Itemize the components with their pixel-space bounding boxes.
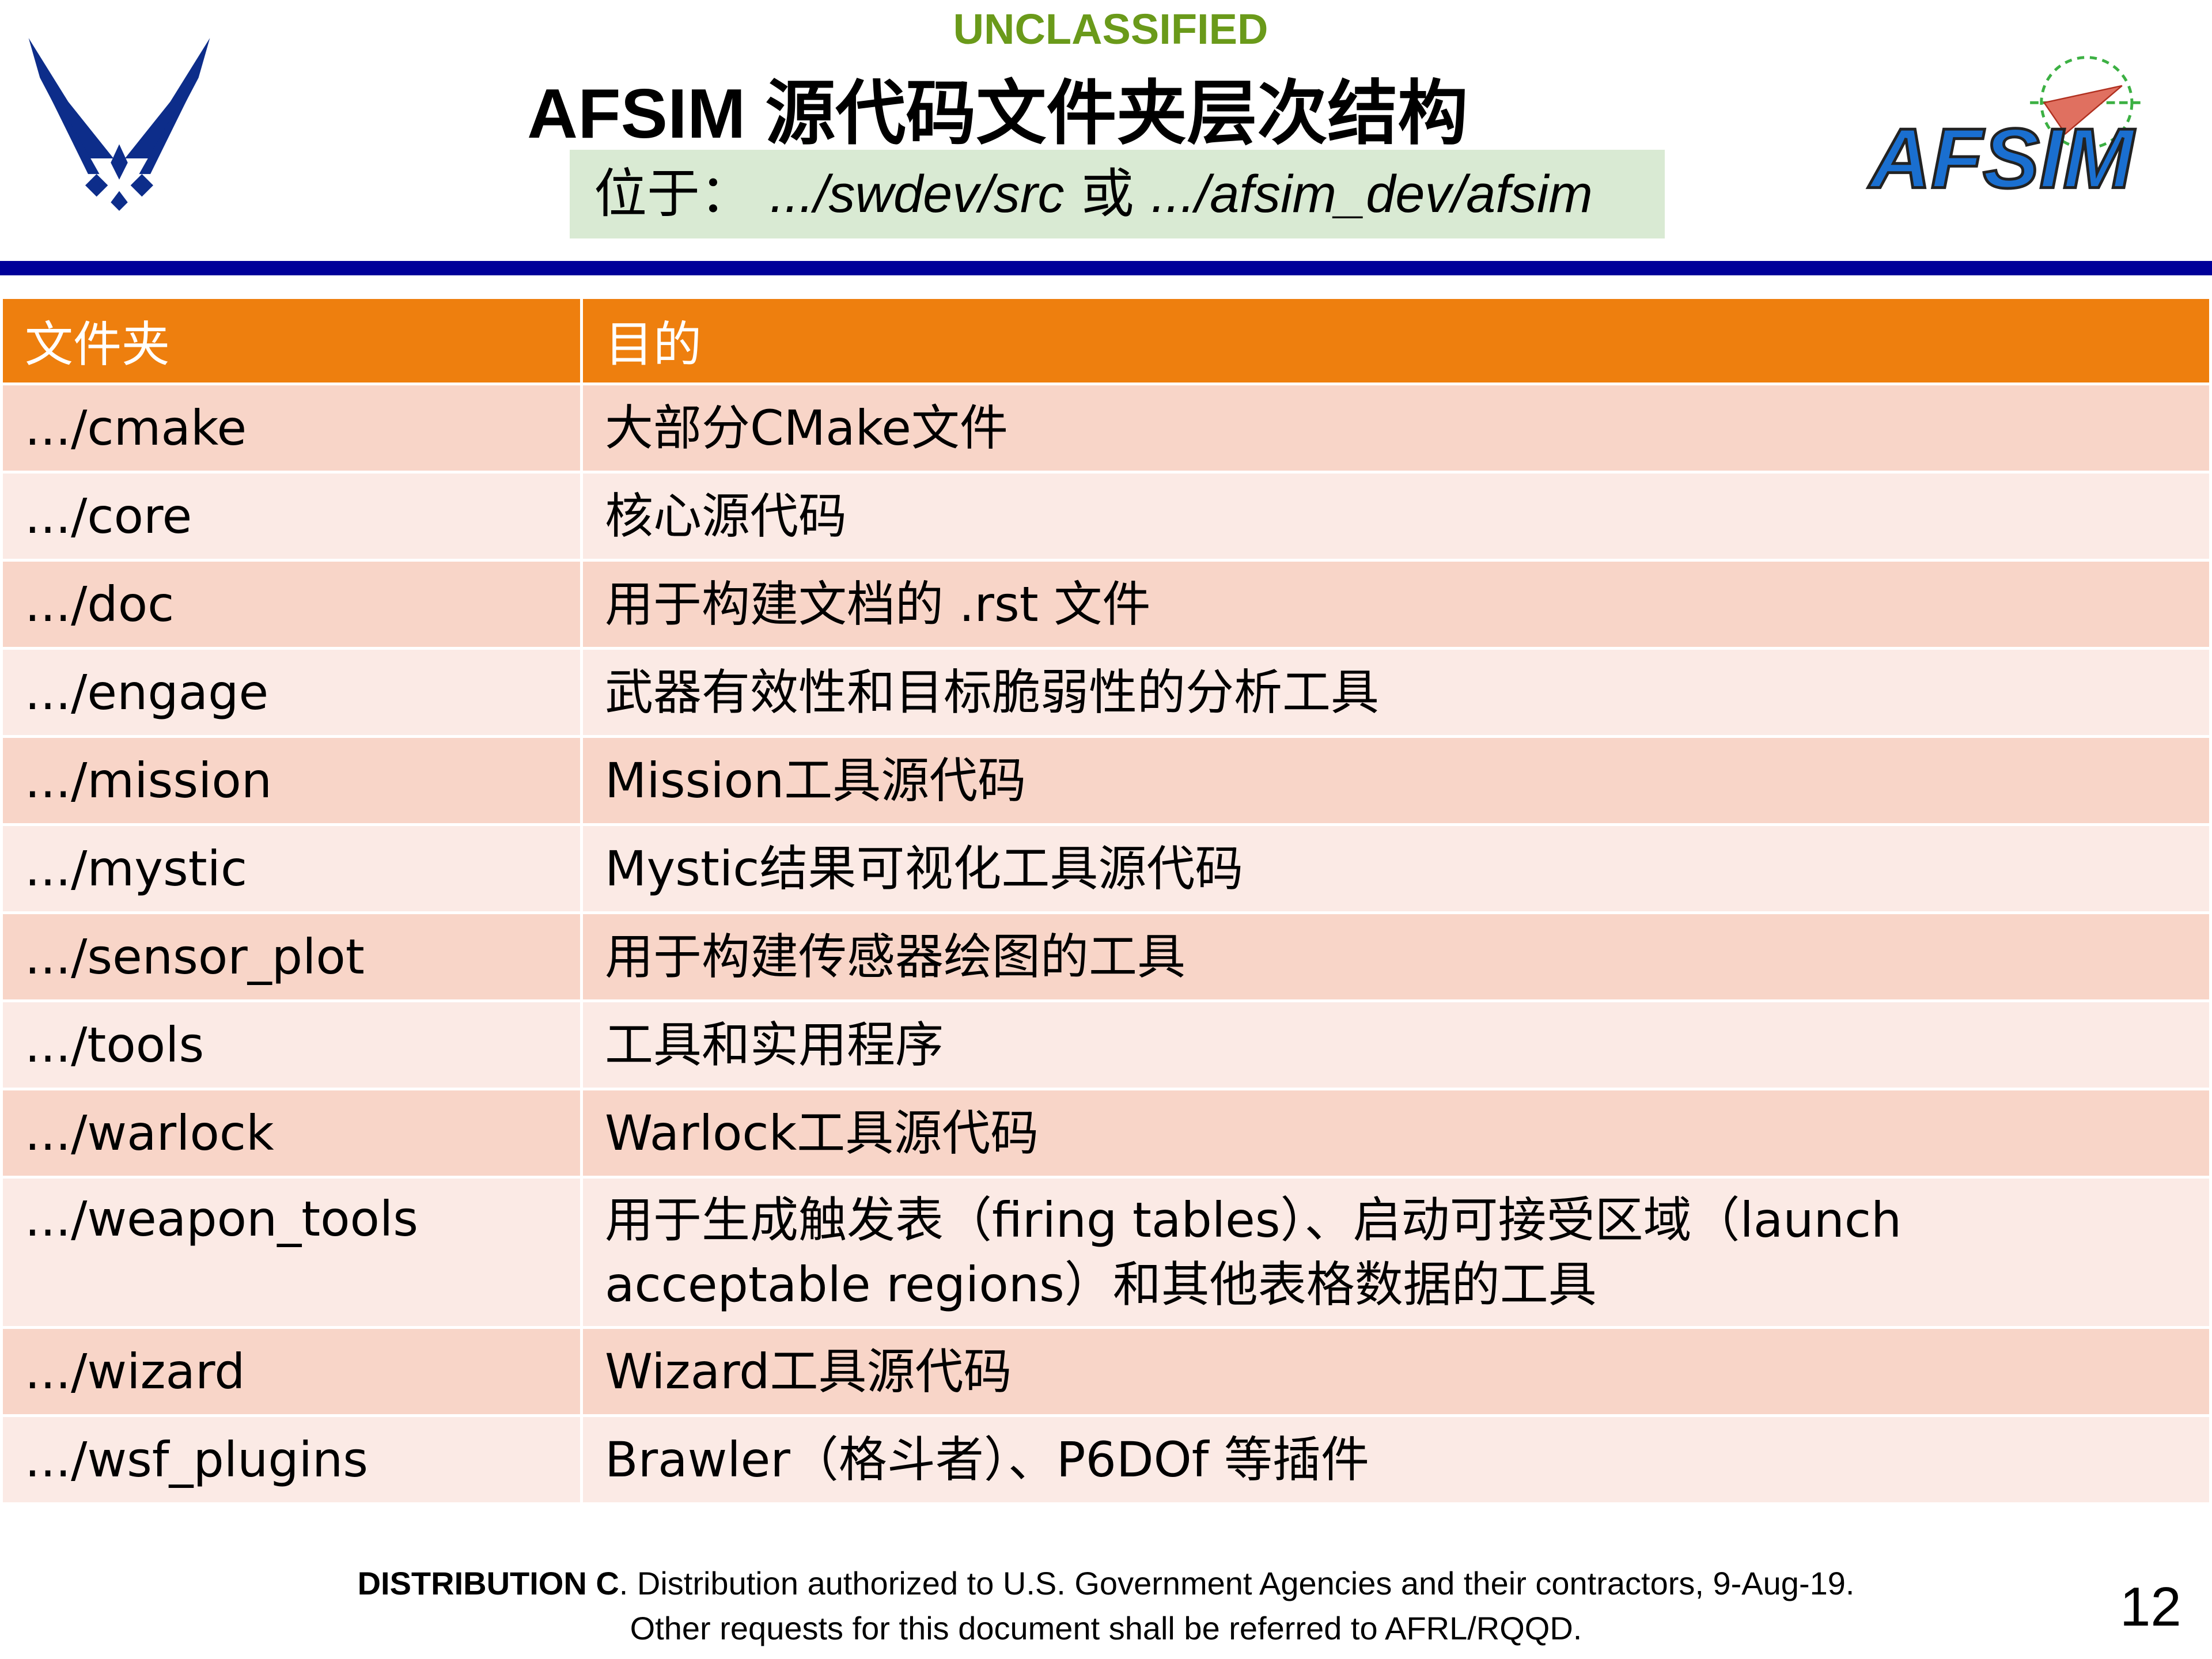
table-row: .../mission Mission工具源代码 [0,735,2212,826]
table-row: .../doc 用于构建文档的 .rst 文件 [0,559,2212,650]
location-label: 位于： [594,163,753,225]
afsim-logo: AFSIM [1866,56,2143,207]
folder-cell: .../engage [0,647,583,738]
location-path-swdev: .../swdev/src [770,165,1065,224]
location-or: 或 [1081,163,1134,225]
purpose-cell: Brawler（格斗者）、P6DOf 等插件 [580,1414,2212,1505]
table-row: .../core 核心源代码 [0,471,2212,562]
folder-cell: .../core [0,471,583,562]
purpose-cell: 大部分CMake文件 [580,382,2212,474]
page-number: 12 [2120,1576,2181,1638]
folder-cell: .../wizard [0,1326,583,1417]
table-row: .../wizard Wizard工具源代码 [0,1326,2212,1417]
distribution-footer: DISTRIBUTION C. Distribution authorized … [0,1561,2212,1651]
table-row: .../sensor_plot 用于构建传感器绘图的工具 [0,911,2212,1002]
purpose-cell: Mystic结果可视化工具源代码 [580,823,2212,914]
folder-cell: .../mission [0,735,583,826]
air-force-logo [28,38,210,211]
distribution-text: . Distribution authorized to U.S. Govern… [619,1565,1855,1601]
purpose-cell: 武器有效性和目标脆弱性的分析工具 [580,647,2212,738]
folder-table: 文件夹 目的 .../cmake 大部分CMake文件 .../core 核心源代码.… [0,296,2212,1505]
afsim-logo-text: AFSIM [1868,112,2136,206]
distribution-line2: Other requests for this document shall b… [630,1610,1582,1646]
purpose-cell: Mission工具源代码 [580,735,2212,826]
purpose-cell: 用于构建传感器绘图的工具 [580,911,2212,1002]
table-header-row: 文件夹 目的 [0,296,2212,385]
table-row: .../cmake 大部分CMake文件 [0,382,2212,474]
header-divider [0,261,2212,275]
purpose-cell: 工具和实用程序 [580,999,2212,1090]
column-header-folder: 文件夹 [0,296,583,385]
purpose-cell: Wizard工具源代码 [580,1326,2212,1417]
folder-cell: .../sensor_plot [0,911,583,1002]
purpose-cell: 用于生成触发表（firing tables）、启动可接受区域（launch ac… [580,1176,2212,1329]
folder-cell: .../warlock [0,1088,583,1179]
table-row: .../engage 武器有效性和目标脆弱性的分析工具 [0,647,2212,738]
table-row: .../mystic Mystic结果可视化工具源代码 [0,823,2212,914]
table-row: .../warlock Warlock工具源代码 [0,1088,2212,1179]
purpose-cell: Warlock工具源代码 [580,1088,2212,1179]
folder-cell: .../mystic [0,823,583,914]
distribution-label: DISTRIBUTION C [357,1565,619,1601]
table-row: .../wsf_plugins Brawler（格斗者）、P6DOf 等插件 [0,1414,2212,1505]
purpose-cell: 核心源代码 [580,471,2212,562]
folder-cell: .../doc [0,559,583,650]
location-path-afsim: .../afsim_dev/afsim [1151,165,1593,224]
classification-banner: UNCLASSIFIED [953,5,1268,53]
table-row: .../weapon_tools 用于生成触发表（firing tables）、启… [0,1176,2212,1329]
folder-cell: .../cmake [0,382,583,474]
folder-cell: .../wsf_plugins [0,1414,583,1505]
column-header-purpose: 目的 [580,296,2212,385]
table-row: .../tools 工具和实用程序 [0,999,2212,1090]
page-title: AFSIM 源代码文件夹层次结构 [527,74,1468,153]
location-box: 位于： .../swdev/src 或 .../afsim_dev/afsim [570,150,1665,238]
folder-cell: .../tools [0,999,583,1090]
purpose-cell: 用于构建文档的 .rst 文件 [580,559,2212,650]
folder-cell: .../weapon_tools [0,1176,583,1329]
